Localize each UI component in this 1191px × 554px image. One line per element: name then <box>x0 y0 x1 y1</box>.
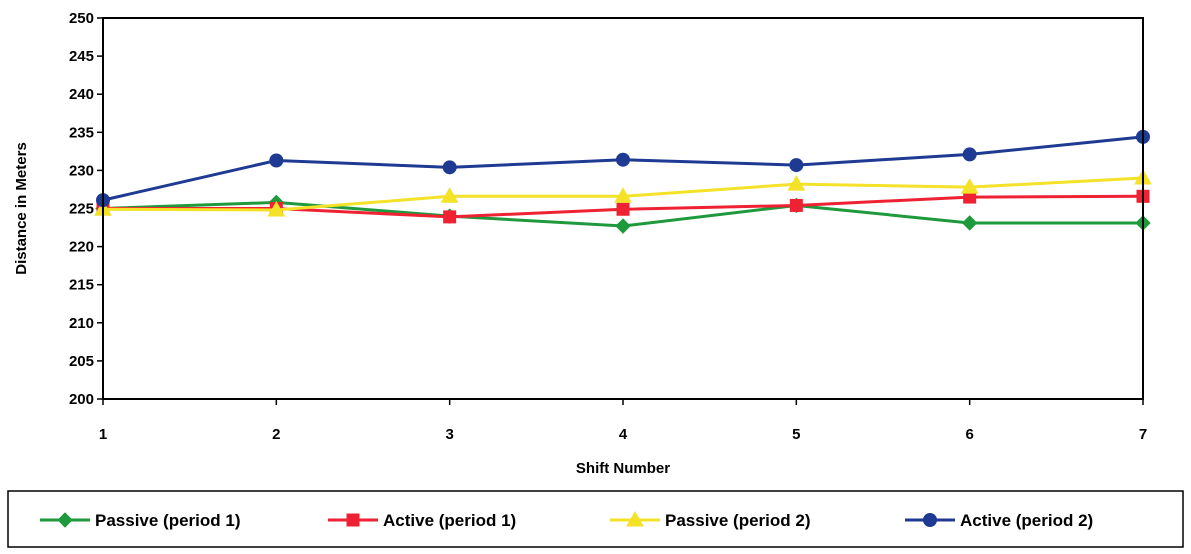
y-tick-label: 210 <box>69 315 94 332</box>
data-point <box>267 201 286 217</box>
legend-swatch-marker <box>923 513 937 527</box>
data-point <box>616 152 630 167</box>
y-tick-label: 225 <box>69 201 94 218</box>
data-point <box>789 158 804 173</box>
y-tick-label: 250 <box>69 10 94 27</box>
y-tick-label: 205 <box>69 353 94 370</box>
legend-label: Active (period 1) <box>383 511 516 530</box>
x-tick-label: 4 <box>619 426 628 443</box>
legend-box <box>7 490 1184 548</box>
data-point <box>961 215 978 231</box>
legend-item: Passive (period 2) <box>610 510 811 530</box>
legend-swatch-marker <box>57 512 73 528</box>
data-point <box>787 175 806 191</box>
data-point <box>960 178 979 194</box>
legend: Passive (period 1) Active (period 1) Passi… <box>7 490 1184 548</box>
legend-swatch-marker <box>346 513 360 527</box>
y-tick-label: 215 <box>69 277 94 294</box>
y-tick-label: 240 <box>69 86 94 103</box>
data-point <box>616 202 630 216</box>
data-point <box>442 160 457 175</box>
data-point <box>269 153 284 168</box>
data-point <box>789 198 803 212</box>
x-tick-label: 1 <box>99 426 107 443</box>
plot-area-frame <box>102 17 1144 400</box>
series-layer <box>94 129 1152 234</box>
x-tick-label: 5 <box>792 426 800 443</box>
data-point <box>443 210 457 224</box>
y-tick-label: 230 <box>69 162 94 179</box>
legend-swatch-marker <box>626 510 644 527</box>
data-point <box>614 187 632 203</box>
data-point <box>615 218 631 234</box>
series-4 <box>96 129 1150 208</box>
x-tick-label: 3 <box>445 426 453 443</box>
x-tick-label: 7 <box>1139 426 1147 443</box>
legend-label: Passive (period 1) <box>95 511 241 530</box>
x-tick-label: 2 <box>272 426 280 443</box>
data-point <box>440 187 459 203</box>
y-tick-label: 235 <box>69 124 94 141</box>
legend-item: Active (period 1) <box>328 511 516 530</box>
data-point <box>962 147 977 162</box>
y-axis-title: Distance in Meters <box>13 142 30 275</box>
legend-item: Passive (period 1) <box>40 511 241 530</box>
x-axis-title: Shift Number <box>576 460 670 477</box>
x-tick-label: 6 <box>965 426 973 443</box>
x-axis-ticks: 1 2 3 4 5 6 7 <box>99 399 1147 443</box>
y-axis-ticks: 200 205 210 215 220 225 230 235 240 245 250 <box>69 10 103 408</box>
legend-item: Active (period 2) <box>905 511 1093 530</box>
legend-label: Passive (period 2) <box>665 511 811 530</box>
legend-label: Active (period 2) <box>960 511 1093 530</box>
y-tick-label: 245 <box>69 48 94 65</box>
y-tick-label: 220 <box>69 239 94 256</box>
y-tick-label: 200 <box>69 391 94 408</box>
